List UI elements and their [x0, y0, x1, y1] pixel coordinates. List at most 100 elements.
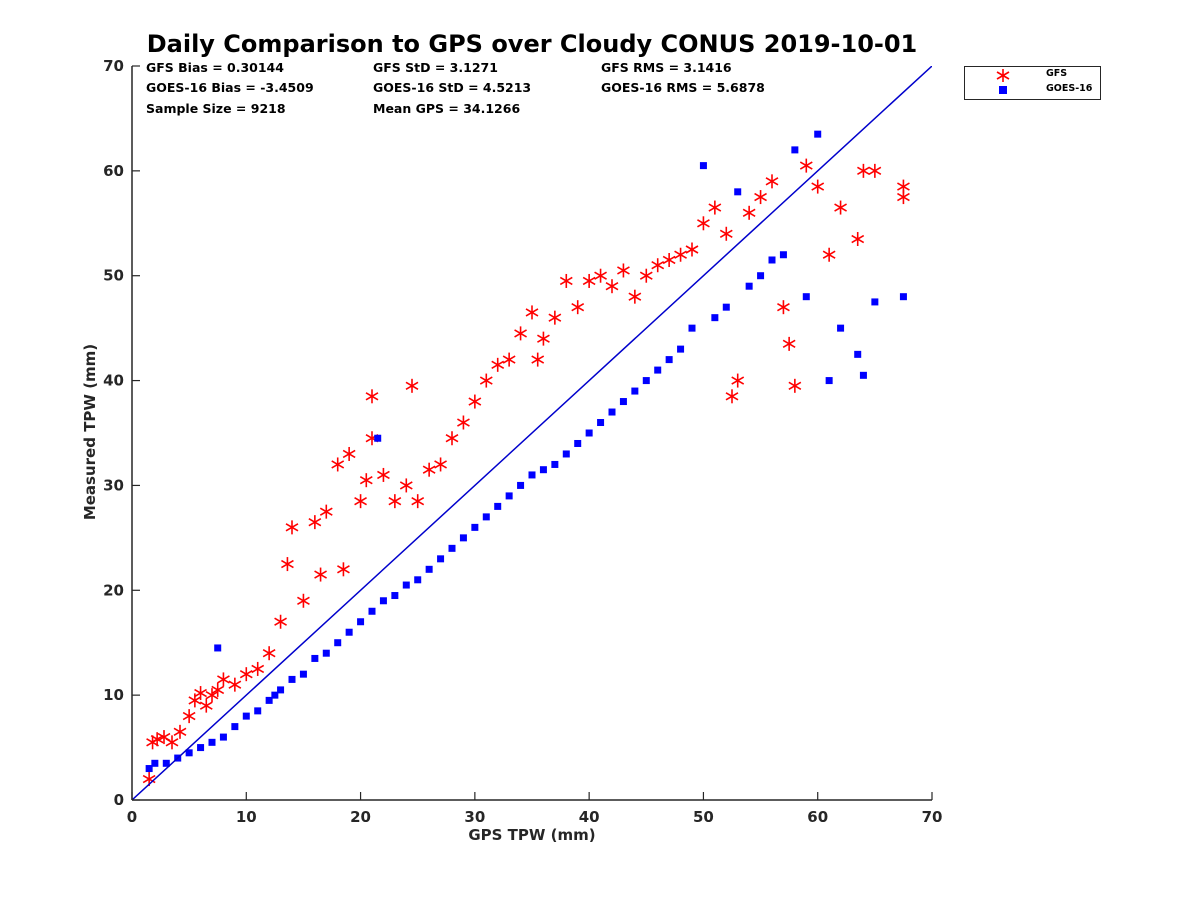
- goes-point: [254, 707, 262, 715]
- x-tick-label: 0: [127, 808, 137, 826]
- goes-point: [757, 272, 765, 280]
- goes-point: [631, 387, 639, 395]
- goes-point: [779, 251, 787, 259]
- gfs-point: [319, 504, 333, 519]
- goes-point: [151, 759, 159, 767]
- gfs-point: [165, 735, 179, 750]
- x-tick-label: 20: [350, 808, 371, 826]
- gfs-point: [422, 462, 436, 477]
- gfs-point: [628, 289, 642, 304]
- gfs-std-stat: GFS StD = 3.1271: [373, 60, 498, 75]
- gfs-point: [457, 415, 470, 430]
- gfs-point: [354, 494, 367, 509]
- goes-point: [608, 408, 616, 416]
- gfs-point: [525, 305, 539, 320]
- gfs-point: [211, 682, 225, 697]
- goes-point: [277, 686, 285, 694]
- goes-point: [471, 523, 479, 531]
- gfs-point: [308, 515, 322, 530]
- y-tick-label: 30: [103, 476, 124, 494]
- gfs-point: [851, 232, 865, 247]
- y-tick-label: 20: [103, 581, 124, 599]
- goes-point: [265, 696, 273, 704]
- y-tick-label: 0: [114, 791, 124, 809]
- gfs-point: [811, 179, 825, 194]
- x-tick-label: 50: [693, 808, 714, 826]
- goes-point: [505, 492, 513, 500]
- gfs-point: [548, 310, 562, 325]
- gfs-point: [445, 431, 459, 446]
- gfs-point: [777, 300, 790, 315]
- gfs-point: [754, 190, 767, 205]
- goes-point: [619, 398, 627, 406]
- goes-point: [677, 345, 685, 353]
- gfs-point: [514, 326, 527, 341]
- goes-point: [494, 502, 502, 510]
- gfs-point: [708, 200, 722, 215]
- gfs-point: [834, 200, 847, 215]
- series-goes-16: [145, 130, 907, 773]
- gfs-point: [897, 190, 910, 205]
- legend-label-gfs: GFS: [1046, 68, 1068, 79]
- goes-point: [734, 188, 742, 196]
- gfs-rms-stat: GFS RMS = 3.1416: [601, 60, 732, 75]
- gfs-point: [857, 163, 870, 178]
- goes-point: [791, 146, 799, 154]
- goes-point: [311, 654, 319, 662]
- gfs-point: [731, 373, 745, 388]
- goes-point: [654, 366, 662, 374]
- goes-point: [562, 450, 570, 458]
- gfs-point: [868, 163, 882, 178]
- goes-point: [699, 162, 707, 170]
- goes-point: [208, 738, 216, 746]
- gfs-point: [399, 478, 413, 493]
- goes-point: [425, 565, 433, 573]
- goes-point: [299, 670, 307, 678]
- goes-point: [539, 466, 547, 474]
- gfs-point: [205, 688, 219, 703]
- gfs-point: [285, 520, 299, 535]
- gfs-point: [674, 247, 687, 262]
- gfs-point: [377, 467, 390, 482]
- y-tick-label: 10: [103, 686, 124, 704]
- gfs-point: [765, 174, 779, 189]
- y-tick-label: 40: [103, 372, 124, 390]
- gfs-point: [782, 336, 796, 351]
- x-tick-label: 10: [236, 808, 257, 826]
- goes-point: [814, 130, 822, 138]
- sample-size-stat: Sample Size = 9218: [146, 101, 286, 116]
- gfs-point: [582, 273, 596, 288]
- goes-point: [597, 419, 605, 427]
- goes-point: [145, 765, 153, 773]
- gfs-point: [697, 216, 710, 231]
- goes-point: [197, 744, 205, 752]
- goes-point: [837, 324, 845, 332]
- goes-point: [242, 712, 250, 720]
- gfs-point: [479, 373, 493, 388]
- gfs-point: [799, 158, 813, 173]
- goes-point: [459, 534, 467, 542]
- goes-point: [271, 691, 279, 699]
- goes-point: [379, 597, 387, 605]
- goes-point: [357, 618, 365, 626]
- gfs-point: [239, 667, 253, 682]
- gfs-bias-stat: GFS Bias = 0.30144: [146, 60, 284, 75]
- gfs-point: [537, 331, 550, 346]
- gfs-point: [725, 389, 739, 404]
- gfs-point: [194, 686, 207, 701]
- goes-point: [551, 460, 559, 468]
- goes-point: [642, 377, 650, 385]
- gfs-point: [405, 378, 419, 393]
- goes-point: [437, 555, 445, 563]
- goes-point: [768, 256, 776, 264]
- gfs-point: [365, 389, 379, 404]
- goes-point: [665, 356, 673, 364]
- x-axis-label: GPS TPW (mm): [468, 826, 596, 844]
- goes-point: [288, 675, 296, 683]
- gfs-point: [342, 446, 356, 461]
- gfs-point: [297, 593, 310, 608]
- goes-point: [825, 377, 833, 385]
- gfs-point: [281, 557, 294, 572]
- gfs-point: [468, 394, 482, 409]
